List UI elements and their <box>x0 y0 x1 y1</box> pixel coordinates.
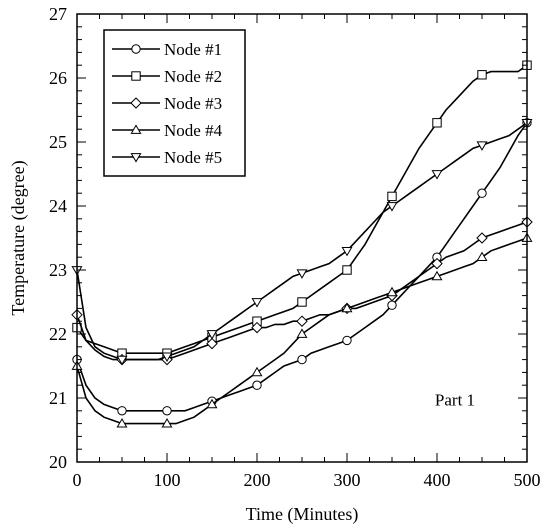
data-point-marker <box>206 398 218 409</box>
data-point-marker <box>477 188 487 198</box>
data-point-marker <box>161 417 173 428</box>
data-point-marker <box>296 328 308 338</box>
x-tick-label: 0 <box>73 470 82 490</box>
legend-entry: Node #3 <box>112 94 222 113</box>
data-point-marker <box>296 269 308 279</box>
data-point-marker <box>387 191 397 202</box>
data-point-marker <box>476 251 488 262</box>
legend: Node #1 Node #2 Node #3 Node #4 Node #5 <box>103 29 246 177</box>
y-tick-label: 22 <box>49 324 67 344</box>
data-point-marker <box>206 337 218 350</box>
legend-entry: Node #1 <box>112 40 222 59</box>
legend-label: Node #4 <box>164 121 223 140</box>
x-tick-label: 400 <box>424 470 451 490</box>
y-tick-label: 23 <box>49 260 67 280</box>
y-tick-label: 27 <box>49 4 67 24</box>
y-tick-label: 26 <box>49 68 67 88</box>
x-tick-label: 200 <box>244 470 271 490</box>
data-layer <box>71 60 533 428</box>
legend-marker <box>130 153 142 163</box>
data-point-marker <box>431 257 443 270</box>
data-point-marker <box>162 406 172 416</box>
y-tick-label: 24 <box>49 196 67 216</box>
data-point-marker <box>116 355 128 366</box>
part-annotation: Part 1 <box>435 391 475 410</box>
data-point-marker <box>476 232 488 244</box>
legend-label: Node #3 <box>164 94 222 113</box>
y-tick-label: 21 <box>49 388 67 408</box>
data-point-marker <box>251 321 263 334</box>
x-tick-label: 300 <box>334 470 361 490</box>
legend-marker <box>130 124 142 134</box>
data-point-marker <box>297 354 307 365</box>
data-point-marker <box>206 330 218 340</box>
series-4 <box>71 232 533 428</box>
data-point-marker <box>117 406 127 416</box>
legend-label: Node #5 <box>164 148 222 167</box>
legend-entry: Node #2 <box>112 67 222 86</box>
ticks-layer: 0 100 200 300 400 500 20 21 22 23 24 25 26 27 <box>49 4 541 490</box>
data-point-marker <box>341 246 353 257</box>
data-point-marker <box>387 300 397 310</box>
legend-marker <box>131 44 141 54</box>
legend-label: Node #2 <box>164 67 222 86</box>
data-point-marker <box>116 417 128 428</box>
y-tick-label: 20 <box>49 452 67 472</box>
series-line <box>76 221 528 361</box>
x-axis-title: Time (Minutes) <box>246 504 359 525</box>
x-tick-label: 100 <box>154 470 181 490</box>
data-point-marker <box>251 366 263 377</box>
data-point-marker <box>342 335 352 346</box>
x-tick-label: 500 <box>514 470 541 490</box>
y-tick-label: 25 <box>49 132 67 152</box>
legend-entry: Node #5 <box>112 148 222 167</box>
data-point-marker <box>342 265 352 275</box>
data-point-marker <box>431 270 443 281</box>
data-point-marker <box>297 297 307 307</box>
legend-entry: Node #4 <box>112 121 223 140</box>
y-axis-title: Temperature (degree) <box>8 160 29 315</box>
data-point-marker <box>431 170 443 180</box>
data-point-marker <box>296 315 308 327</box>
data-point-marker <box>386 202 398 212</box>
data-point-marker <box>161 352 173 363</box>
data-point-marker <box>477 70 487 80</box>
data-point-marker <box>252 380 262 390</box>
legend-label: Node #1 <box>164 40 222 59</box>
series-3 <box>71 216 533 366</box>
data-point-marker <box>432 118 442 128</box>
data-point-marker <box>251 298 263 308</box>
data-point-marker <box>341 302 353 313</box>
data-point-marker <box>476 141 488 151</box>
legend-marker <box>131 71 141 81</box>
data-point-marker <box>386 286 398 297</box>
legend-marker <box>130 97 142 109</box>
